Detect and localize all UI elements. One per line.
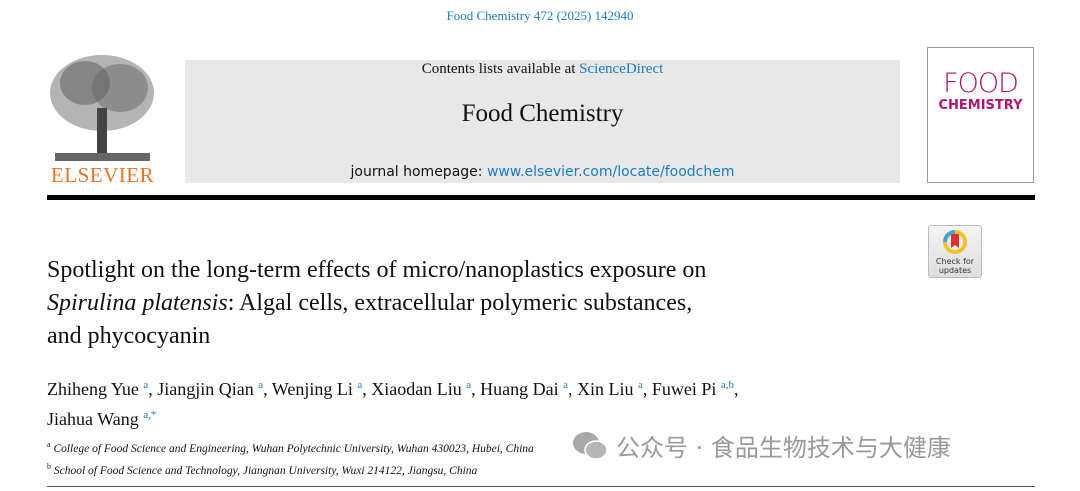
title-line-1: Spotlight on the long-term effects of mi… (47, 257, 707, 283)
journal-masthead: Contents lists available at ScienceDirec… (185, 60, 900, 183)
check-label-2: updates (938, 266, 972, 275)
author[interactable]: Jiahua Wang a,* (47, 409, 156, 429)
cover-food: FOOD (943, 68, 1019, 99)
watermark-text: 公众号 · 食品生物技术与大健康 (616, 434, 951, 462)
affiliation-mark: b (47, 461, 51, 471)
affiliations: a College of Food Science and Engineerin… (47, 436, 534, 480)
author-name: Jiahua Wang (47, 409, 139, 429)
author[interactable]: Xiaodan Liu a (371, 379, 471, 399)
elsevier-tree-logo (50, 55, 154, 161)
author-affiliation-mark[interactable]: a,b (720, 379, 735, 391)
affiliation-text: School of Food Science and Technology, J… (53, 464, 478, 477)
author-affiliation-mark[interactable]: a (258, 379, 264, 391)
author-name: Wenjing Li (271, 379, 353, 399)
check-label-1: Check for (935, 257, 975, 266)
contents-line: Contents lists available at ScienceDirec… (185, 61, 900, 78)
affiliation-item: b School of Food Science and Technology,… (47, 458, 534, 480)
check-for-updates-button[interactable]: Check for updates (928, 225, 982, 278)
author-name: Huang Dai (480, 379, 559, 399)
affiliation-item: a College of Food Science and Engineerin… (47, 436, 534, 458)
author[interactable]: Zhiheng Yue a (47, 379, 148, 399)
author[interactable]: Wenjing Li a (272, 379, 362, 399)
author[interactable]: Huang Dai a (480, 379, 568, 399)
wechat-icon (573, 431, 608, 460)
watermark: 公众号 · 食品生物技术与大健康 (572, 428, 951, 463)
author-name: Zhiheng Yue (47, 379, 139, 399)
affiliation-mark: a (47, 440, 51, 449)
bottom-rule (47, 486, 1035, 487)
header-rule (47, 195, 1035, 200)
author[interactable]: Jiangjin Qian a (157, 379, 263, 399)
author[interactable]: Fuwei Pi a,b (652, 379, 734, 399)
title-line-2: Spirulina platensis: Algal cells, extrac… (47, 287, 907, 320)
title-species: Spirulina platensis (47, 290, 228, 316)
author-affiliation-mark[interactable]: a,* (143, 409, 157, 421)
author[interactable]: Xin Liu a (577, 379, 643, 399)
citation[interactable]: Food Chemistry 472 (2025) 142940 (446, 8, 634, 23)
cover-chemistry: CHEMISTRY (938, 98, 1023, 113)
author-name: Jiangjin Qian (157, 379, 254, 399)
author-affiliation-mark[interactable]: a (357, 379, 363, 391)
bookmark-icon (943, 230, 967, 254)
title-line-3: and phycocyanin (47, 323, 211, 349)
title-line-2-rest: : Algal cells, extracellular polymeric s… (227, 290, 693, 316)
sciencedirect-link[interactable]: ScienceDirect (579, 61, 664, 77)
author-name: Xin Liu (576, 379, 634, 399)
author-list: Zhiheng Yue a, Jiangjin Qian a, Wenjing … (47, 379, 739, 429)
author-affiliation-mark[interactable]: a (563, 379, 568, 391)
author-affiliation-mark[interactable]: a (637, 379, 643, 391)
homepage-line: journal homepage: www.elsevier.com/locat… (185, 164, 900, 180)
author-affiliation-mark[interactable]: a (466, 379, 472, 391)
author-name: Fuwei Pi (651, 379, 717, 399)
elsevier-wordmark: ELSEVIER (50, 163, 155, 187)
article-title: Spotlight on the long-term effects of mi… (47, 254, 907, 353)
author-name: Xiaodan Liu (371, 379, 462, 399)
homepage-link[interactable]: www.elsevier.com/locate/foodchem (486, 164, 735, 180)
affiliation-text: College of Food Science and Engineering,… (53, 442, 534, 455)
homepage-prefix: journal homepage: (350, 164, 487, 180)
contents-prefix: Contents lists available at (421, 61, 580, 77)
author-affiliation-mark[interactable]: a (143, 379, 149, 391)
journal-cover[interactable]: FOOD CHEMISTRY (927, 47, 1034, 183)
journal-title: Food Chemistry (461, 100, 624, 127)
